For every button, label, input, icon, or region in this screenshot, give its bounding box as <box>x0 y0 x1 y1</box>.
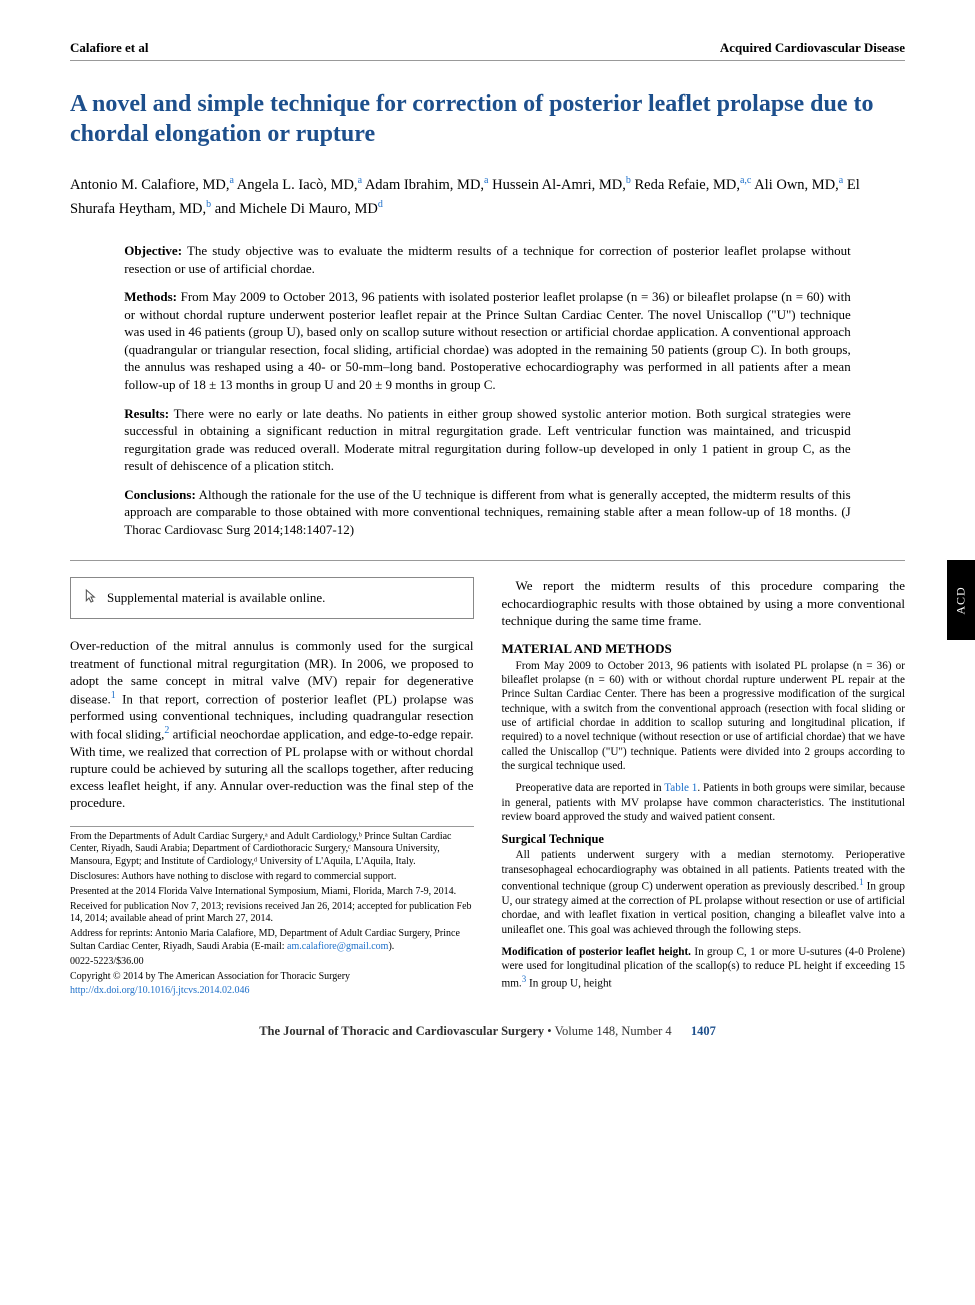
st-paragraph: All patients underwent surgery with a me… <box>502 848 906 937</box>
supplemental-box[interactable]: Supplemental material is available onlin… <box>70 577 474 619</box>
footnote-affiliations: From the Departments of Adult Cardiac Su… <box>70 831 474 869</box>
runin-modification-head: Modification of posterior leaflet height… <box>502 946 691 958</box>
section-tab-label: ACD <box>954 586 969 614</box>
running-header: Calafiore et al Acquired Cardiovascular … <box>70 40 905 61</box>
footnote-received: Received for publication Nov 7, 2013; re… <box>70 901 474 927</box>
supplemental-text: Supplemental material is available onlin… <box>107 590 325 606</box>
abstract-methods-label: Methods: <box>124 289 177 304</box>
issue-info: Volume 148, Number 4 <box>555 1024 672 1038</box>
abstract-conclusions-text: Although the rationale for the use of th… <box>124 487 850 537</box>
abstract-conclusions: Conclusions: Although the rationale for … <box>124 486 850 539</box>
abstract-objective: Objective: The study objective was to ev… <box>124 242 850 277</box>
footnotes: From the Departments of Adult Cardiac Su… <box>70 826 474 999</box>
intro-paragraph: Over-reduction of the mitral annulus is … <box>70 637 474 811</box>
footnote-disclosures: Disclosures: Authors have nothing to dis… <box>70 871 474 884</box>
mm-paragraph-1: From May 2009 to October 2013, 96 patien… <box>502 659 906 774</box>
abstract-conclusions-label: Conclusions: <box>124 487 196 502</box>
footnote-reprints: Address for reprints: Antonio Maria Cala… <box>70 928 474 954</box>
dot-separator: • <box>547 1024 554 1038</box>
footnote-issn: 0022-5223/$36.00 <box>70 956 474 969</box>
section-tab: ACD <box>947 560 975 640</box>
abstract-objective-label: Objective: <box>124 243 182 258</box>
header-right: Acquired Cardiovascular Disease <box>720 40 905 56</box>
journal-footer: The Journal of Thoracic and Cardiovascul… <box>70 1024 905 1039</box>
cursor-icon <box>83 588 99 608</box>
left-column: Supplemental material is available onlin… <box>70 577 474 1000</box>
divider <box>70 560 905 561</box>
page-number: 1407 <box>691 1024 716 1038</box>
reprint-email-link[interactable]: am.calafiore@gmail.com <box>287 941 388 952</box>
footnote-copyright: Copyright © 2014 by The American Associa… <box>70 971 474 984</box>
article-title: A novel and simple technique for correct… <box>70 89 905 149</box>
abstract-results-label: Results: <box>124 406 169 421</box>
abstract: Objective: The study objective was to ev… <box>124 242 850 538</box>
intro-continuation: We report the midterm results of this pr… <box>502 577 906 628</box>
two-column-body: Supplemental material is available onlin… <box>70 577 905 1000</box>
abstract-methods: Methods: From May 2009 to October 2013, … <box>124 288 850 393</box>
abstract-results: Results: There were no early or late dea… <box>124 405 850 475</box>
doi-link[interactable]: http://dx.doi.org/10.1016/j.jtcvs.2014.0… <box>70 985 250 996</box>
table-1-link[interactable]: Table 1 <box>664 782 697 794</box>
author-list: Antonio M. Calafiore, MD,a Angela L. Iac… <box>70 173 905 220</box>
abstract-objective-text: The study objective was to evaluate the … <box>124 243 850 276</box>
mp-paragraph: Modification of posterior leaflet height… <box>502 945 906 991</box>
page: Calafiore et al Acquired Cardiovascular … <box>0 0 975 1069</box>
journal-name: The Journal of Thoracic and Cardiovascul… <box>259 1024 544 1038</box>
abstract-results-text: There were no early or late deaths. No p… <box>124 406 850 474</box>
right-column: We report the midterm results of this pr… <box>502 577 906 1000</box>
subsection-surgical-technique: Surgical Technique <box>502 832 906 847</box>
footnote-presented: Presented at the 2014 Florida Valve Inte… <box>70 886 474 899</box>
header-left: Calafiore et al <box>70 40 148 56</box>
section-material-methods: MATERIAL AND METHODS <box>502 641 906 657</box>
mm-paragraph-2: Preoperative data are reported in Table … <box>502 781 906 824</box>
abstract-methods-text: From May 2009 to October 2013, 96 patien… <box>124 289 850 392</box>
